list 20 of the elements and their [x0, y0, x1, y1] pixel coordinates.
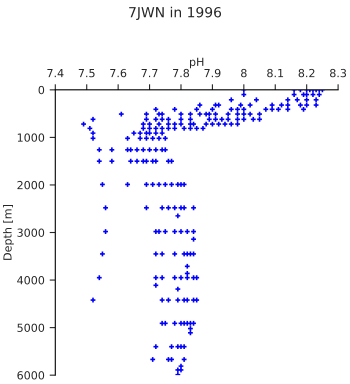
x-axis-title: pH: [190, 58, 204, 68]
y-axis-title: Depth [m]: [3, 205, 14, 260]
y-tick-label: 5000: [17, 324, 44, 332]
x-tick-label: 7.9: [204, 68, 220, 78]
y-tick-label: 0: [38, 86, 44, 94]
x-tick-label: 7.4: [47, 69, 64, 78]
x-tick-label: 8.3: [330, 68, 346, 78]
y-tick-label: 1000: [18, 133, 44, 142]
x-tick-label: 7.8: [173, 68, 190, 78]
y-tick-label: 3000: [17, 228, 44, 237]
y-tick-label: 4000: [17, 276, 44, 284]
x-tick-label: 7.6: [110, 68, 126, 78]
x-tick-label: 8.1: [267, 68, 284, 78]
x-tick-label: 7.7: [142, 69, 158, 78]
x-tick-label: 8.2: [298, 68, 314, 78]
y-tick-label: 2000: [17, 180, 44, 190]
x-tick-label: 8: [241, 68, 247, 78]
y-tick-label: 6000: [17, 371, 44, 380]
chart-title: 7JWN in 1996: [129, 6, 222, 20]
x-tick-label: 7.5: [78, 69, 95, 78]
